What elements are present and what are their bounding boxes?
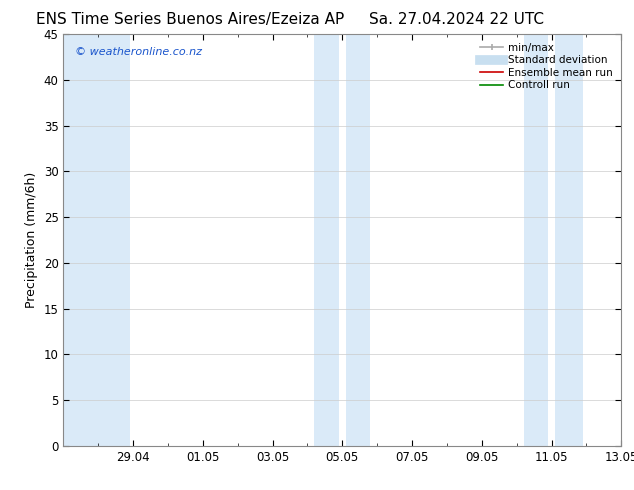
Legend: min/max, Standard deviation, Ensemble mean run, Controll run: min/max, Standard deviation, Ensemble me…	[477, 40, 616, 94]
Bar	[524, 34, 548, 446]
Bar	[63, 34, 129, 446]
Y-axis label: Precipitation (mm/6h): Precipitation (mm/6h)	[25, 172, 38, 308]
Bar	[555, 34, 583, 446]
Bar	[346, 34, 370, 446]
Text: Sa. 27.04.2024 22 UTC: Sa. 27.04.2024 22 UTC	[369, 12, 544, 27]
Bar	[314, 34, 339, 446]
Text: ENS Time Series Buenos Aires/Ezeiza AP: ENS Time Series Buenos Aires/Ezeiza AP	[36, 12, 344, 27]
Text: © weatheronline.co.nz: © weatheronline.co.nz	[75, 47, 202, 57]
